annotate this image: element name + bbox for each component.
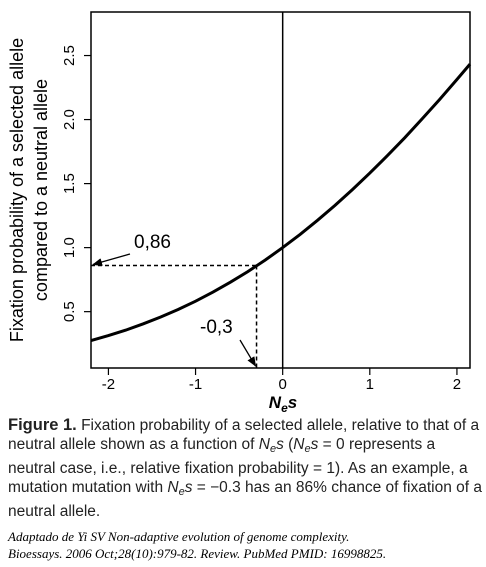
- x-axis-label-part: s: [288, 393, 297, 412]
- caption-text: e: [269, 443, 277, 455]
- credit-line: Bioessays. 2006 Oct;28(10):979-82. Revie…: [8, 546, 387, 561]
- y-axis-label: Fixation probability of a selected allel…: [7, 38, 27, 342]
- caption-text: e: [178, 486, 185, 498]
- y-tick-label: 0.5: [61, 301, 78, 322]
- annotation: 0,86: [134, 232, 171, 253]
- caption-text: Fixation probability of a selected allel…: [8, 417, 480, 453]
- caption-text: s: [184, 479, 193, 496]
- x-tick-label: 1: [366, 376, 374, 393]
- y-axis-label: compared to a neutral allele: [31, 79, 51, 301]
- x-axis-label-part: N: [269, 393, 282, 412]
- credit: Adaptado de Yi SV Non-adaptive evolution…: [8, 528, 386, 562]
- x-axis-label: Nes: [269, 393, 297, 412]
- x-tick-label: -1: [189, 376, 202, 393]
- x-tick-label: 0: [279, 376, 287, 393]
- y-tick-label: 2.0: [61, 109, 78, 130]
- caption-text: Figure 1.: [8, 416, 77, 434]
- plot-frame: [90, 11, 471, 369]
- credit-line: Adaptado de Yi SV Non-adaptive evolution…: [8, 529, 350, 544]
- arrow: [92, 253, 131, 266]
- figure-caption: Figure 1. Fixation probability of a sele…: [8, 416, 484, 521]
- y-tick-label: 2.5: [61, 45, 78, 66]
- y-tick-label: 1.0: [61, 237, 78, 258]
- caption-text: s: [276, 436, 284, 453]
- caption-text: N: [167, 479, 179, 496]
- x-tick-label: 2: [453, 376, 461, 393]
- caption-text: N: [293, 436, 305, 453]
- annotation: -0,3: [200, 317, 233, 338]
- caption-text: = 0 represents a neutral case, i.e., rel…: [8, 436, 468, 496]
- x-tick-label: -2: [102, 376, 115, 393]
- arrow: [239, 339, 257, 367]
- caption-text: e: [304, 443, 311, 455]
- curve: [90, 63, 472, 343]
- caption-text: = −0.3 has an 86% chance of fixation of …: [8, 479, 483, 520]
- caption-text: s: [310, 436, 319, 453]
- y-tick-label: 1.5: [61, 173, 78, 194]
- x-axis-label-part: e: [281, 401, 288, 412]
- caption-text: N: [258, 436, 270, 453]
- chart: 0.5 1.0 1.5 2.0 2.5 -2 -1 0 1 2 Nes Fixation probab…: [7, 11, 472, 412]
- caption-text: (: [283, 436, 294, 453]
